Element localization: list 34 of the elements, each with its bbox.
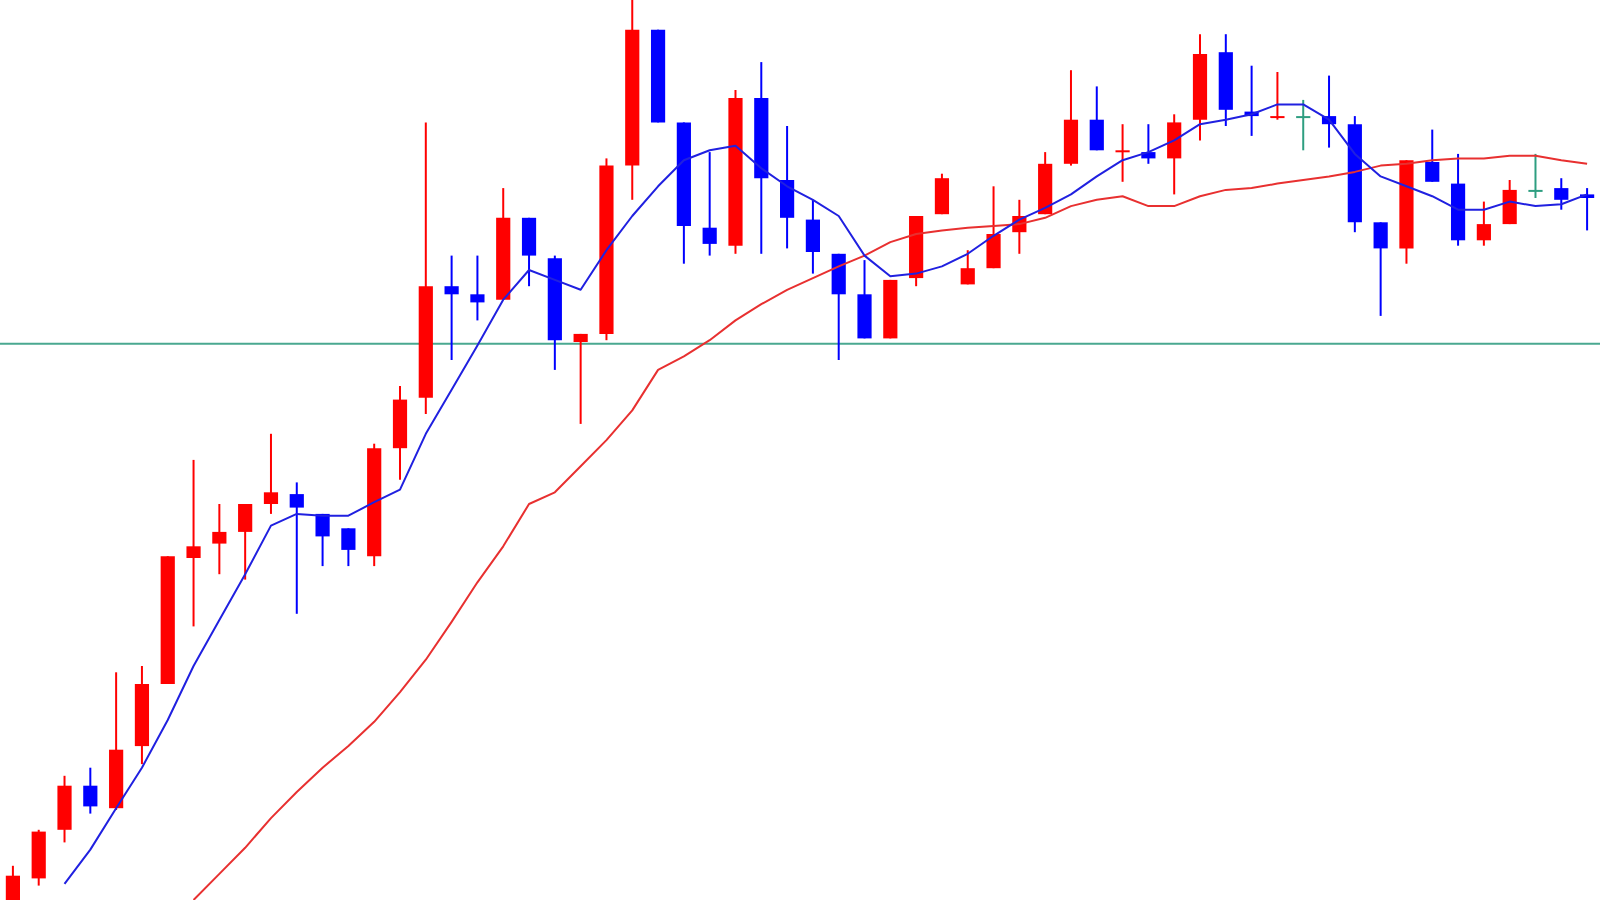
candlestick xyxy=(57,774,72,844)
candlestick xyxy=(289,481,304,615)
candlestick xyxy=(1502,179,1517,226)
candlestick xyxy=(857,259,872,340)
candlestick xyxy=(1554,177,1569,211)
candlestick xyxy=(780,125,795,250)
candlestick xyxy=(986,185,1001,270)
candlestick xyxy=(934,172,950,216)
candlestick xyxy=(1270,71,1285,121)
candlestick xyxy=(1167,113,1182,196)
candlestick xyxy=(238,503,253,581)
candlestick xyxy=(5,864,20,900)
candlestick xyxy=(263,432,279,515)
candlestick xyxy=(1296,98,1311,152)
candlestick xyxy=(960,249,975,286)
candlestick xyxy=(1528,152,1543,199)
candlestick xyxy=(831,252,846,361)
candlestick xyxy=(573,332,588,425)
candlestick xyxy=(83,766,98,815)
candlestick xyxy=(1476,200,1491,247)
candlestick xyxy=(341,527,356,568)
candlestick xyxy=(470,254,485,322)
candlestick xyxy=(186,458,201,628)
candlestick xyxy=(1063,69,1079,167)
candlestick xyxy=(1373,221,1388,317)
candlestick xyxy=(444,254,459,361)
candlestick xyxy=(212,503,227,576)
candlestick xyxy=(702,151,717,257)
candlestick xyxy=(31,828,46,887)
candlestick xyxy=(805,198,820,275)
candlestick xyxy=(1425,128,1440,183)
candlestick xyxy=(1115,123,1130,183)
candlestick xyxy=(521,216,537,288)
candlestick xyxy=(1089,85,1104,152)
